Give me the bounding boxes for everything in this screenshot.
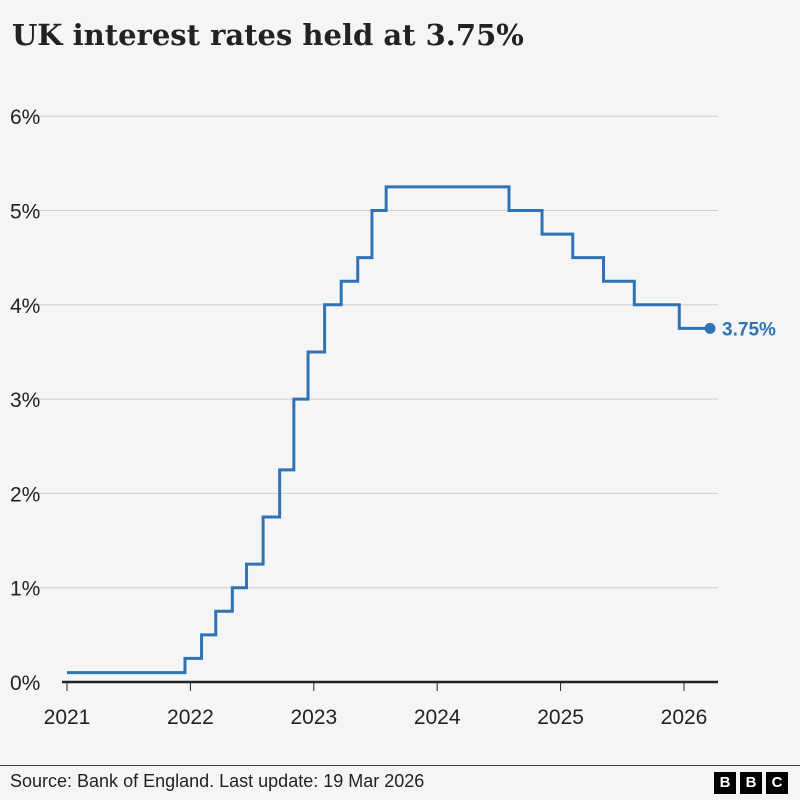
y-tick-label: 6%	[10, 106, 40, 129]
footer-divider	[0, 765, 800, 766]
y-tick-label: 1%	[10, 578, 40, 601]
y-tick-label: 0%	[10, 672, 40, 695]
x-tick-label: 2021	[44, 706, 91, 729]
x-tick-label: 2026	[661, 706, 708, 729]
chart-title: UK interest rates held at 3.75%	[12, 18, 524, 52]
end-point-marker	[704, 322, 716, 334]
y-tick-label: 4%	[10, 295, 40, 318]
y-tick-label: 2%	[10, 483, 40, 506]
chart: 0% 1% 2% 3% 4% 5% 6% 2021 2022 2023 2024 2025 2026 3.…	[10, 106, 776, 729]
x-tick-label: 2023	[290, 706, 337, 729]
x-tick-label: 2022	[167, 706, 214, 729]
x-tick-label: 2024	[414, 706, 461, 729]
x-tick-label: 2025	[537, 706, 584, 729]
y-tick-label: 5%	[10, 201, 40, 224]
y-tick-label: 3%	[10, 389, 40, 412]
rate-step-line	[67, 185, 711, 675]
source-note: Source: Bank of England. Last update: 19…	[10, 771, 425, 791]
end-value-label: 3.75%	[722, 319, 776, 340]
